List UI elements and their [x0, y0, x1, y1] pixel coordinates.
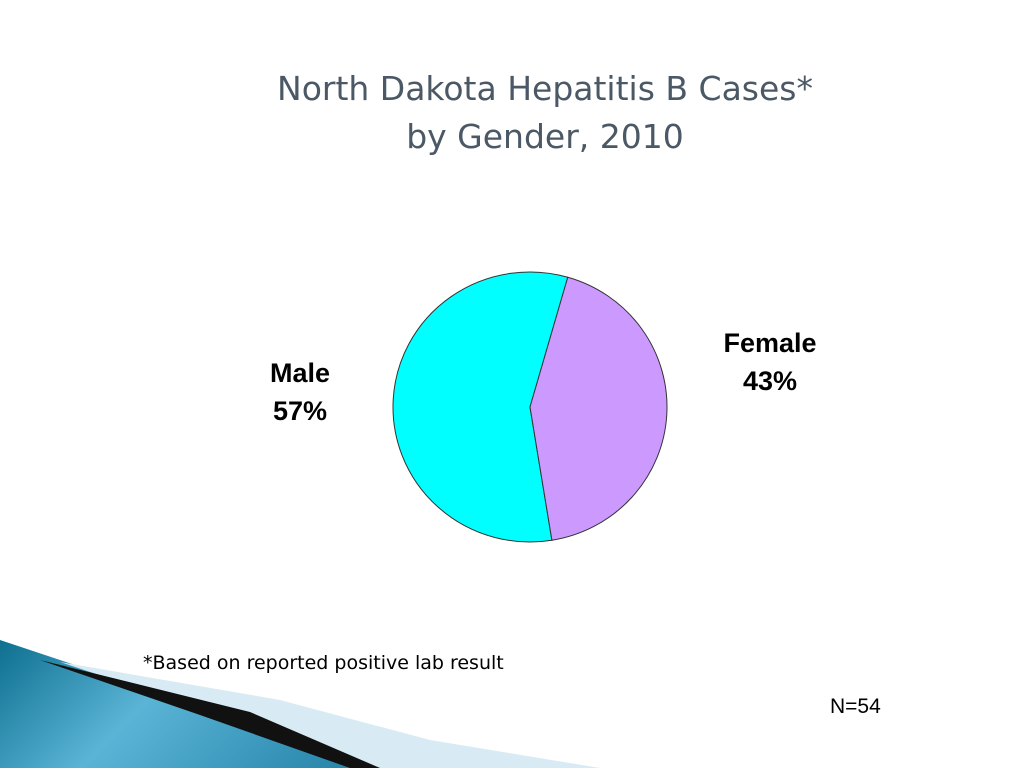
decoration [0, 640, 600, 768]
slice-category: Male [270, 358, 330, 388]
wave-light [60, 662, 600, 768]
wave-dark [40, 660, 380, 768]
slice-value-label: 57% [273, 396, 327, 426]
slice-value-label: 43% [743, 366, 797, 396]
footnote: *Based on reported positive lab result [143, 652, 504, 674]
slice-category: Female [723, 328, 816, 358]
pie-slice [529, 276, 668, 541]
pie [392, 271, 668, 543]
chart-title: by Gender, 2010 [406, 117, 684, 156]
pie-slice [392, 271, 569, 543]
chart-title: North Dakota Hepatitis B Cases* [277, 69, 813, 108]
sample-size: N=54 [830, 695, 881, 718]
wave-blue [0, 640, 420, 768]
